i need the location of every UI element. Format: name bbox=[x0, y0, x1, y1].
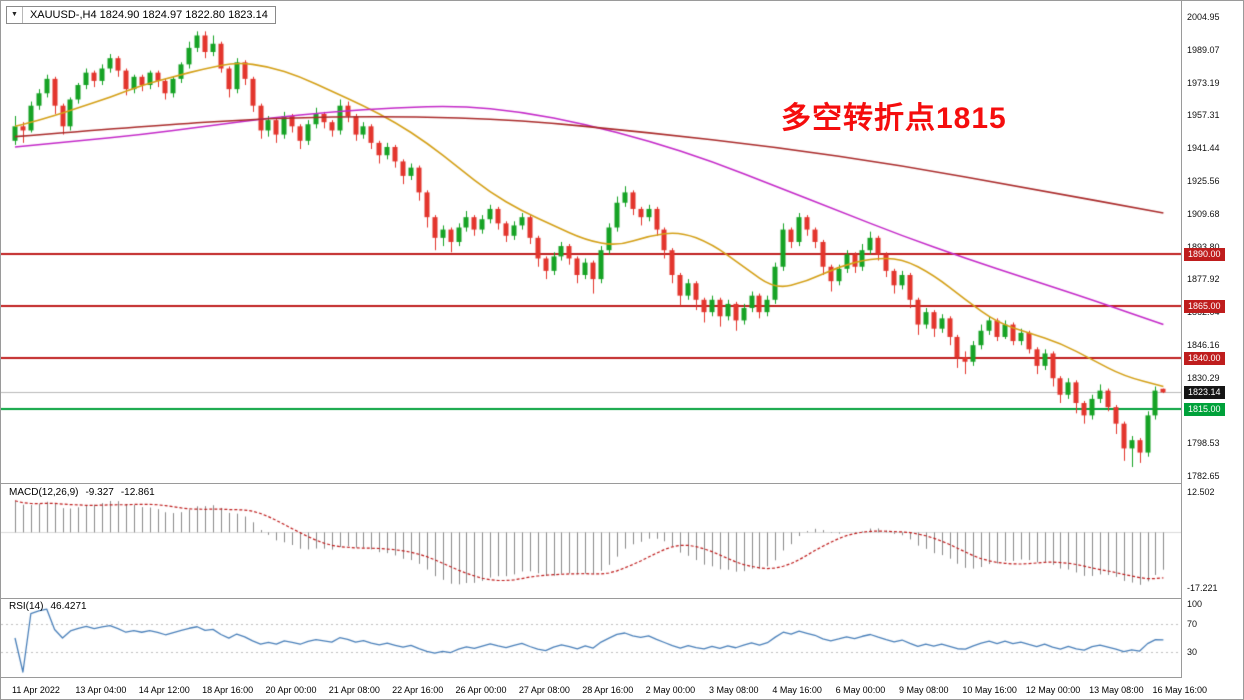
time-axis-label: 16 May 16:00 bbox=[1152, 685, 1208, 695]
time-axis-label: 18 Apr 16:00 bbox=[202, 685, 254, 695]
symbol-ohlc-text: XAUUSD-,H4 1824.90 1824.97 1822.80 1823.… bbox=[29, 9, 268, 21]
time-axis-label: 27 Apr 08:00 bbox=[518, 685, 570, 695]
panel-divider bbox=[1, 598, 1243, 599]
price-axis[interactable]: 2004.95 1989.07 1973.19 1957.31 1941.44 1925.… bbox=[1181, 1, 1243, 678]
price-axis-label: 1973.19 bbox=[1187, 77, 1220, 88]
time-axis-label: 10 May 16:00 bbox=[962, 685, 1017, 695]
time-axis-label: 13 Apr 04:00 bbox=[75, 685, 127, 695]
time-axis[interactable]: 11 Apr 2022 13 Apr 04:00 14 Apr 12:00 18 Ap… bbox=[1, 678, 1243, 699]
panel-divider bbox=[1, 483, 1243, 484]
time-axis-label: 2 May 00:00 bbox=[645, 685, 696, 695]
time-axis-label: 3 May 08:00 bbox=[708, 685, 759, 695]
price-level-tag: 1890.00 bbox=[1184, 248, 1225, 262]
rsi-canvas[interactable] bbox=[1, 599, 1181, 677]
price-axis-label: 1877.92 bbox=[1187, 274, 1220, 285]
rsi-axis-label: 30 bbox=[1187, 646, 1198, 657]
price-axis-label: 1925.56 bbox=[1187, 175, 1220, 186]
price-axis-label: 1798.53 bbox=[1187, 438, 1220, 449]
annotation-text: 多空转折点1815 bbox=[781, 102, 1007, 135]
rsi-axis-label: 100 bbox=[1187, 599, 1203, 609]
time-axis-label: 12 May 00:00 bbox=[1025, 685, 1081, 695]
macd-canvas[interactable] bbox=[1, 484, 1181, 598]
current-price-tag: 1823.14 bbox=[1184, 386, 1225, 400]
price-axis-label: 1846.16 bbox=[1187, 339, 1220, 350]
macd-axis-label: 12.502 bbox=[1187, 487, 1215, 497]
macd-axis-label: -17.221 bbox=[1187, 583, 1218, 593]
time-axis-label: 28 Apr 16:00 bbox=[582, 685, 634, 695]
time-axis-label: 9 May 08:00 bbox=[899, 685, 949, 695]
price-level-tag: 1865.00 bbox=[1184, 299, 1225, 313]
symbol-ohlc-label[interactable]: ▼ XAUUSD-,H4 1824.90 1824.97 1822.80 182… bbox=[6, 6, 276, 24]
time-axis-label: 22 Apr 16:00 bbox=[392, 685, 444, 695]
rsi-label: RSI(14) 46.4271 bbox=[9, 601, 87, 612]
macd-main-value: -9.327 bbox=[85, 487, 114, 498]
time-axis-label: 6 May 00:00 bbox=[835, 685, 886, 695]
candlestick-canvas[interactable] bbox=[1, 1, 1181, 483]
panel-divider bbox=[1, 677, 1243, 678]
time-axis-label: 11 Apr 2022 bbox=[12, 685, 60, 695]
time-axis-label: 21 Apr 08:00 bbox=[328, 685, 380, 695]
rsi-axis-label: 70 bbox=[1187, 619, 1198, 630]
price-axis-label: 1989.07 bbox=[1187, 44, 1220, 55]
time-axis-label: 26 Apr 00:00 bbox=[455, 685, 507, 695]
time-axis-label: 4 May 16:00 bbox=[772, 685, 822, 695]
rsi-name: RSI(14) bbox=[9, 601, 44, 612]
price-level-tag: 1815.00 bbox=[1184, 403, 1225, 417]
price-axis-label: 1909.68 bbox=[1187, 208, 1220, 219]
price-axis-label: 1957.31 bbox=[1187, 110, 1220, 121]
collapse-arrow-icon[interactable]: ▼ bbox=[7, 7, 23, 23]
macd-name: MACD(12,26,9) bbox=[9, 487, 79, 498]
price-axis-label: 1830.29 bbox=[1187, 372, 1220, 383]
price-axis-label: 1782.65 bbox=[1187, 471, 1220, 481]
price-axis-label: 2004.95 bbox=[1187, 12, 1220, 22]
price-level-tag: 1840.00 bbox=[1184, 351, 1225, 365]
price-axis-label: 1941.44 bbox=[1187, 143, 1220, 154]
time-axis-label: 20 Apr 00:00 bbox=[265, 685, 317, 695]
time-axis-label: 14 Apr 12:00 bbox=[138, 685, 190, 695]
macd-signal-value: -12.861 bbox=[120, 487, 155, 498]
rsi-value: 46.4271 bbox=[50, 601, 87, 612]
time-axis-label: 13 May 08:00 bbox=[1089, 685, 1144, 695]
price-axis-label: 1893.80 bbox=[1187, 241, 1220, 252]
macd-label: MACD(12,26,9) -9.327 -12.861 bbox=[9, 487, 155, 498]
